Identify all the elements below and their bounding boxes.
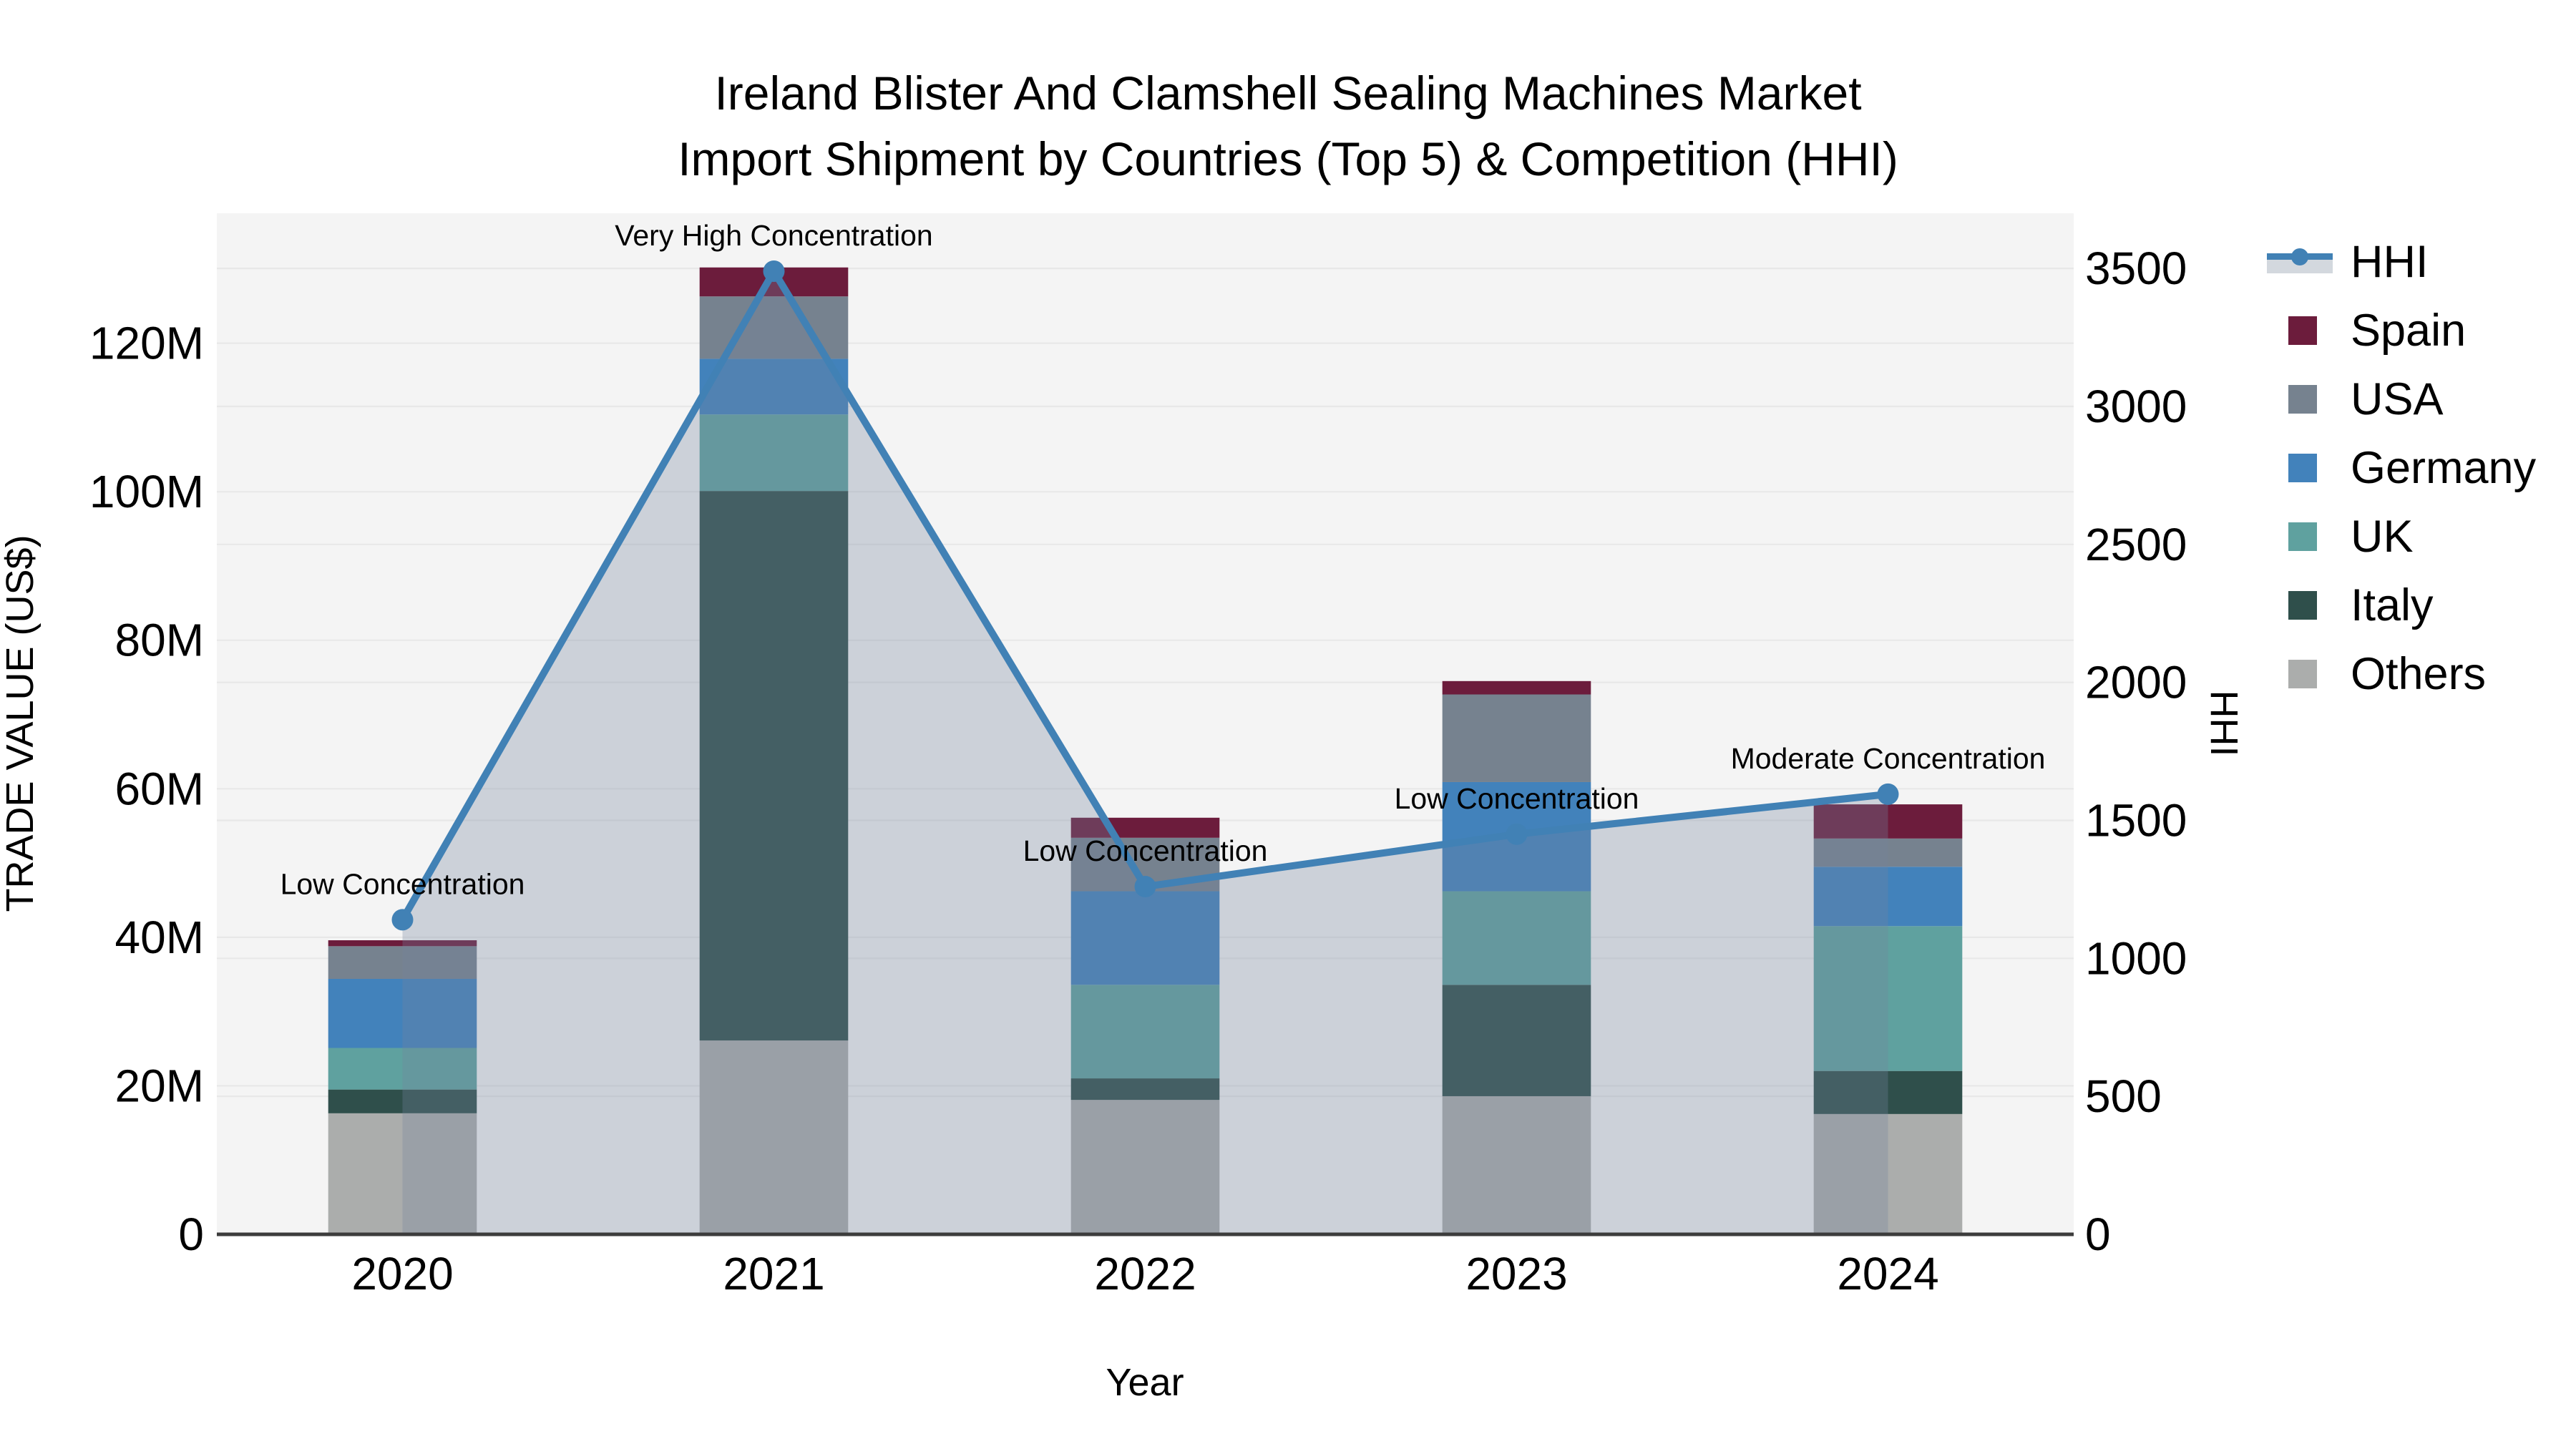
legend-swatch-spain-icon bbox=[2267, 296, 2351, 365]
bar-segment-2021-others[interactable] bbox=[699, 1040, 849, 1234]
right-axis-tick-1000: 1000 bbox=[2085, 932, 2187, 984]
left-axis-tick-0: 0 bbox=[178, 1209, 204, 1260]
legend-swatch-italy-icon bbox=[2267, 571, 2351, 640]
legend-item-usa[interactable]: USA bbox=[2267, 365, 2536, 434]
right-axis-tick-3500: 3500 bbox=[2085, 243, 2187, 294]
hhi-area-fill bbox=[402, 270, 1888, 1234]
bar-segment-2023-others[interactable] bbox=[1442, 1096, 1591, 1234]
left-axis-tick-80M: 80M bbox=[115, 615, 205, 666]
legend-item-germany[interactable]: Germany bbox=[2267, 434, 2536, 502]
bar-segment-2020-usa[interactable] bbox=[328, 946, 477, 979]
bar-segment-2024-germany[interactable] bbox=[1813, 867, 1963, 927]
annotation-2020: Low Concentration bbox=[280, 867, 525, 900]
legend-swatch-usa-icon bbox=[2267, 365, 2351, 434]
x-axis-tick-2020: 2020 bbox=[351, 1248, 453, 1299]
right-axis-tick-2500: 2500 bbox=[2085, 519, 2187, 570]
legend-item-italy[interactable]: Italy bbox=[2267, 571, 2536, 640]
bar-segment-2022-germany[interactable] bbox=[1070, 891, 1220, 985]
legend-item-spain[interactable]: Spain bbox=[2267, 296, 2536, 365]
bar-segment-2022-italy[interactable] bbox=[1070, 1078, 1220, 1101]
bar-segment-2020-uk[interactable] bbox=[328, 1048, 477, 1090]
bar-segment-2024-spain[interactable] bbox=[1813, 804, 1963, 839]
bar-segment-2020-spain[interactable] bbox=[328, 940, 477, 947]
hhi-marker-2020[interactable] bbox=[391, 909, 414, 931]
left-axis-tick-40M: 40M bbox=[115, 912, 205, 963]
x-axis-tick-2021: 2021 bbox=[723, 1248, 824, 1299]
x-axis-title: Year bbox=[1106, 1361, 1184, 1404]
annotation-2021: Very High Concentration bbox=[615, 219, 932, 252]
legend-item-uk[interactable]: UK bbox=[2267, 502, 2536, 571]
bar-segment-2023-usa[interactable] bbox=[1442, 694, 1591, 782]
y2-axis-title: HHI bbox=[2202, 691, 2245, 757]
right-axis-tick-1500: 1500 bbox=[2085, 794, 2187, 846]
annotation-2024: Moderate Concentration bbox=[1731, 742, 2046, 775]
bar-segment-2020-germany[interactable] bbox=[328, 978, 477, 1048]
right-axis-tick-3000: 3000 bbox=[2085, 381, 2187, 432]
legend: HHI Spain USA Germany UK Italy Others bbox=[2267, 228, 2536, 708]
bar-segment-2022-spain[interactable] bbox=[1070, 817, 1220, 838]
legend-swatch-uk-icon bbox=[2267, 502, 2351, 571]
left-axis-tick-20M: 20M bbox=[115, 1060, 205, 1111]
hhi-marker-2023[interactable] bbox=[1506, 823, 1528, 845]
legend-item-hhi[interactable]: HHI bbox=[2267, 228, 2536, 296]
right-axis-tick-2000: 2000 bbox=[2085, 657, 2187, 708]
right-axis-tick-0: 0 bbox=[2085, 1209, 2111, 1260]
legend-label: Others bbox=[2351, 649, 2487, 699]
legend-label: HHI bbox=[2351, 237, 2429, 287]
right-axis-tick-500: 500 bbox=[2085, 1070, 2162, 1122]
bar-segment-2020-italy[interactable] bbox=[328, 1089, 477, 1113]
hhi-marker-2022[interactable] bbox=[1134, 876, 1156, 898]
hhi-marker-2024[interactable] bbox=[1877, 783, 1899, 805]
chart-title-line1: Ireland Blister And Clamshell Sealing Ma… bbox=[714, 67, 1862, 119]
bar-segment-2021-italy[interactable] bbox=[699, 491, 849, 1041]
y-axis-title: TRADE VALUE (US$) bbox=[0, 535, 42, 912]
legend-swatch-others-icon bbox=[2267, 640, 2351, 708]
legend-label: Italy bbox=[2351, 580, 2434, 630]
bar-segment-2024-usa[interactable] bbox=[1813, 838, 1963, 867]
bar-segment-2023-spain[interactable] bbox=[1442, 680, 1591, 695]
bar-segment-2022-uk[interactable] bbox=[1070, 985, 1220, 1079]
bar-segment-2024-others[interactable] bbox=[1813, 1113, 1963, 1234]
legend-swatch-germany-icon bbox=[2267, 434, 2351, 502]
chart-title-line2: Import Shipment by Countries (Top 5) & C… bbox=[678, 132, 1898, 185]
legend-label: USA bbox=[2351, 374, 2444, 424]
bar-segment-2024-italy[interactable] bbox=[1813, 1070, 1963, 1114]
left-axis-tick-60M: 60M bbox=[115, 763, 205, 814]
bar-segment-2023-italy[interactable] bbox=[1442, 985, 1591, 1096]
legend-label: UK bbox=[2351, 512, 2414, 562]
chart-title: Ireland Blister And Clamshell Sealing Ma… bbox=[0, 60, 2576, 192]
bar-segment-2021-germany[interactable] bbox=[699, 358, 849, 415]
annotation-2023: Low Concentration bbox=[1395, 782, 1639, 815]
bar-segment-2023-uk[interactable] bbox=[1442, 891, 1591, 985]
bar-segment-2024-uk[interactable] bbox=[1813, 926, 1963, 1071]
x-axis-tick-2022: 2022 bbox=[1094, 1248, 1196, 1299]
legend-label: Spain bbox=[2351, 306, 2467, 356]
legend-item-others[interactable]: Others bbox=[2267, 640, 2536, 708]
bar-segment-2020-others[interactable] bbox=[328, 1113, 477, 1234]
hhi-line-sample-icon bbox=[2267, 228, 2351, 296]
left-axis-tick-120M: 120M bbox=[89, 318, 204, 369]
x-axis-tick-2024: 2024 bbox=[1837, 1248, 1938, 1299]
bar-segment-2021-uk[interactable] bbox=[699, 414, 849, 492]
hhi-marker-2021[interactable] bbox=[763, 260, 785, 282]
legend-label: Germany bbox=[2351, 443, 2537, 493]
left-axis-tick-100M: 100M bbox=[89, 466, 204, 517]
x-axis-tick-2023: 2023 bbox=[1465, 1248, 1567, 1299]
annotation-2022: Low Concentration bbox=[1023, 834, 1268, 867]
bar-segment-2022-others[interactable] bbox=[1070, 1100, 1220, 1234]
